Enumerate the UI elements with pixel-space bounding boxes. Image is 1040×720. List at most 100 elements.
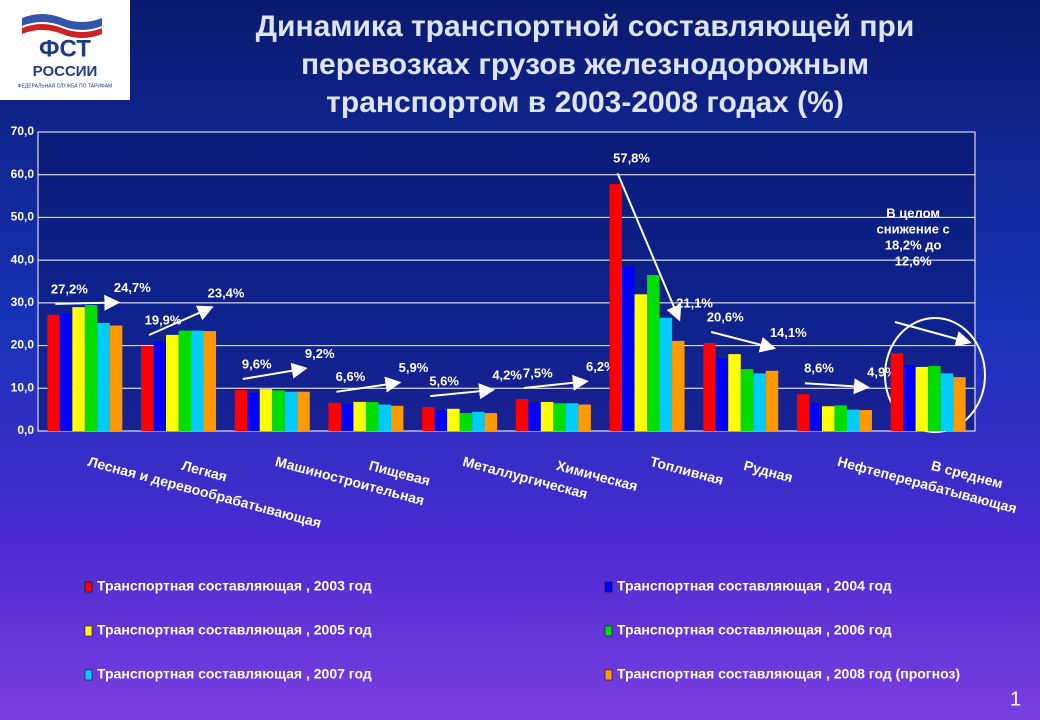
bar bbox=[622, 266, 635, 431]
bar bbox=[84, 304, 98, 431]
data-label: 4,2% bbox=[492, 367, 522, 382]
bar bbox=[859, 410, 872, 431]
bar bbox=[234, 389, 248, 431]
y-tick-label: 70,0 bbox=[11, 124, 35, 138]
bar bbox=[753, 373, 766, 431]
chart-title: транспортом в 2003-2008 годах (%) bbox=[326, 86, 844, 119]
legend-label: Транспортная составляющая , 2004 год bbox=[617, 578, 892, 594]
bar bbox=[809, 403, 822, 431]
arrow bbox=[430, 383, 496, 400]
logo-flag bbox=[22, 14, 102, 30]
arrow bbox=[336, 376, 402, 393]
y-tick-label: 50,0 bbox=[11, 210, 35, 224]
arrow bbox=[242, 362, 308, 380]
page-number: 1 bbox=[1010, 688, 1021, 710]
annotation: 18,2% до bbox=[885, 237, 942, 252]
logo-box bbox=[0, 0, 130, 100]
arrow bbox=[523, 374, 589, 391]
bar bbox=[515, 398, 529, 431]
legend-label: Транспортная составляющая , 2007 год bbox=[97, 666, 372, 682]
bar bbox=[390, 405, 404, 431]
legend-swatch bbox=[604, 669, 613, 681]
bar bbox=[796, 394, 810, 431]
annotation: снижение с bbox=[877, 221, 950, 236]
bar bbox=[59, 313, 73, 431]
bar bbox=[940, 373, 954, 431]
bar bbox=[259, 389, 273, 431]
bar bbox=[72, 307, 85, 431]
bar bbox=[609, 184, 623, 431]
arrow bbox=[148, 305, 214, 336]
bar bbox=[528, 403, 541, 431]
bar bbox=[647, 275, 660, 431]
chart-title: перевозках грузов железнодорожным bbox=[301, 48, 869, 81]
bar bbox=[740, 369, 754, 431]
logo-flag bbox=[22, 24, 102, 38]
bar bbox=[340, 404, 354, 431]
bar bbox=[540, 401, 554, 431]
bar bbox=[553, 403, 566, 431]
bar bbox=[353, 401, 366, 431]
bar bbox=[728, 354, 741, 431]
logo-subtitle: ФЕДЕРАЛЬНАЯ СЛУЖБА ПО ТАРИФАМ bbox=[18, 83, 112, 89]
bar bbox=[178, 330, 192, 431]
bar bbox=[472, 411, 485, 431]
arrow bbox=[616, 172, 682, 322]
data-label: 24,7% bbox=[114, 280, 151, 295]
data-label: 21,1% bbox=[676, 295, 713, 310]
bar bbox=[484, 413, 498, 431]
bar bbox=[365, 401, 379, 431]
highlight-ellipse bbox=[884, 317, 986, 433]
arrow bbox=[804, 378, 870, 395]
bar bbox=[153, 341, 167, 431]
bar bbox=[659, 317, 673, 431]
data-label: 4,9% bbox=[867, 365, 897, 380]
bar bbox=[715, 358, 729, 431]
data-label: 8,6% bbox=[804, 361, 834, 376]
arrow bbox=[894, 321, 972, 347]
bar bbox=[447, 408, 460, 431]
y-tick-label: 30,0 bbox=[11, 295, 35, 309]
bar bbox=[821, 406, 835, 431]
bar bbox=[141, 345, 154, 431]
annotation: 12,6% bbox=[895, 253, 932, 268]
data-label: 5,6% bbox=[429, 374, 459, 389]
data-label: 5,9% bbox=[399, 360, 429, 375]
bar bbox=[247, 392, 260, 431]
bar bbox=[166, 334, 179, 431]
legend-swatch bbox=[84, 625, 93, 637]
y-tick-label: 0,0 bbox=[17, 423, 34, 437]
bar bbox=[928, 366, 941, 431]
bar bbox=[565, 403, 579, 431]
bar bbox=[328, 402, 341, 431]
arrow bbox=[55, 294, 121, 311]
legend-label: Транспортная составляющая , 2003 год bbox=[97, 578, 372, 594]
bar bbox=[422, 407, 435, 431]
legend-swatch bbox=[604, 625, 613, 637]
bar bbox=[378, 404, 391, 431]
legend-label: Транспортная составляющая , 2005 год bbox=[97, 622, 372, 638]
chart-title: Динамика транспортной составляющей при bbox=[256, 10, 915, 43]
data-label: 23,4% bbox=[208, 285, 245, 300]
data-label: 19,9% bbox=[145, 312, 182, 327]
bar bbox=[634, 294, 648, 431]
data-label: 14,1% bbox=[770, 325, 807, 340]
bar bbox=[578, 404, 591, 431]
data-label: 20,6% bbox=[707, 309, 744, 324]
bar bbox=[953, 377, 966, 431]
data-label: 57,8% bbox=[613, 151, 650, 166]
y-tick-label: 20,0 bbox=[11, 338, 35, 352]
legend-label: Транспортная составляющая , 2008 год (пр… bbox=[617, 666, 960, 682]
y-tick-label: 60,0 bbox=[11, 167, 35, 181]
data-label: 9,6% bbox=[242, 356, 272, 371]
legend-swatch bbox=[84, 581, 93, 593]
bar bbox=[915, 366, 929, 431]
logo-country: РОССИИ bbox=[33, 63, 98, 80]
data-label: 7,5% bbox=[523, 365, 553, 380]
bar bbox=[47, 314, 60, 431]
data-label: 9,2% bbox=[305, 346, 335, 361]
bar bbox=[284, 391, 298, 431]
bar bbox=[203, 331, 217, 431]
bar bbox=[890, 353, 904, 431]
